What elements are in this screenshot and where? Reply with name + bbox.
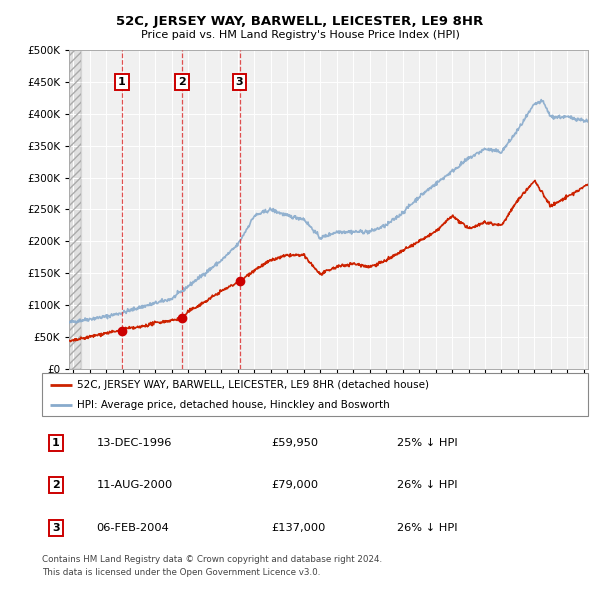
Text: 11-AUG-2000: 11-AUG-2000 — [97, 480, 173, 490]
Text: £137,000: £137,000 — [271, 523, 326, 533]
Text: 1: 1 — [118, 77, 125, 87]
Text: 1: 1 — [52, 438, 59, 448]
Text: This data is licensed under the Open Government Licence v3.0.: This data is licensed under the Open Gov… — [42, 568, 320, 576]
Text: 13-DEC-1996: 13-DEC-1996 — [97, 438, 172, 448]
Text: 25% ↓ HPI: 25% ↓ HPI — [397, 438, 458, 448]
Text: 52C, JERSEY WAY, BARWELL, LEICESTER, LE9 8HR (detached house): 52C, JERSEY WAY, BARWELL, LEICESTER, LE9… — [77, 381, 430, 391]
Bar — [69, 50, 82, 369]
Text: £79,000: £79,000 — [271, 480, 319, 490]
Text: 3: 3 — [236, 77, 244, 87]
Text: Contains HM Land Registry data © Crown copyright and database right 2024.: Contains HM Land Registry data © Crown c… — [42, 555, 382, 563]
Text: 2: 2 — [52, 480, 59, 490]
Text: Price paid vs. HM Land Registry's House Price Index (HPI): Price paid vs. HM Land Registry's House … — [140, 30, 460, 40]
Text: £59,950: £59,950 — [271, 438, 319, 448]
Text: HPI: Average price, detached house, Hinckley and Bosworth: HPI: Average price, detached house, Hinc… — [77, 401, 390, 410]
Text: 26% ↓ HPI: 26% ↓ HPI — [397, 523, 458, 533]
Text: 26% ↓ HPI: 26% ↓ HPI — [397, 480, 458, 490]
Text: 52C, JERSEY WAY, BARWELL, LEICESTER, LE9 8HR: 52C, JERSEY WAY, BARWELL, LEICESTER, LE9… — [116, 15, 484, 28]
Text: 06-FEB-2004: 06-FEB-2004 — [97, 523, 169, 533]
Text: 3: 3 — [52, 523, 59, 533]
Bar — [69, 50, 82, 369]
Text: 2: 2 — [178, 77, 186, 87]
